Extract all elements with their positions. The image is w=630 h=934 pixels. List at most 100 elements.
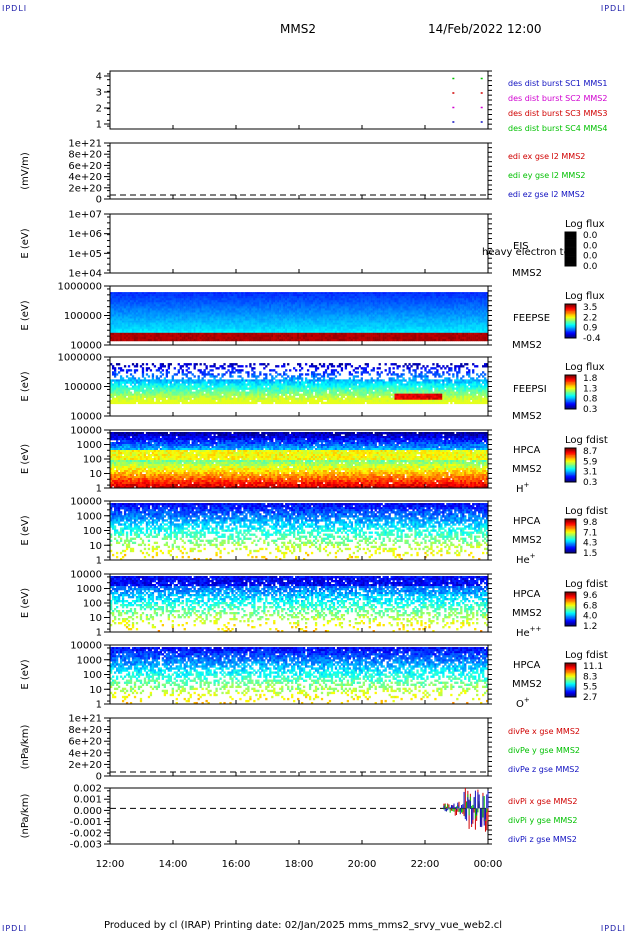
spectrogram-cell bbox=[474, 330, 477, 334]
spectrogram-cell bbox=[167, 330, 170, 334]
spectrogram-cell bbox=[289, 320, 292, 323]
colorbar-band bbox=[565, 312, 576, 315]
spectrogram-cell bbox=[350, 334, 354, 338]
spectrogram-cell bbox=[420, 310, 423, 313]
spectrogram-cell bbox=[219, 328, 222, 332]
spectrogram-cell bbox=[155, 294, 159, 297]
spectrogram-cell bbox=[412, 298, 415, 301]
spectrogram-cell bbox=[436, 324, 439, 327]
spectrogram-cell bbox=[448, 300, 451, 303]
spectrogram-cell bbox=[203, 338, 206, 342]
spectrogram-cell bbox=[259, 320, 262, 323]
spectrogram-cell bbox=[350, 294, 354, 297]
spectrogram-cell bbox=[430, 292, 433, 295]
spectrogram-cell bbox=[169, 328, 172, 332]
spectrogram-cell bbox=[474, 306, 477, 309]
spectrogram-cell bbox=[414, 326, 417, 330]
spectrogram-cell bbox=[199, 324, 202, 327]
spectrogram-cell bbox=[197, 322, 200, 325]
spectrogram-cell bbox=[426, 314, 429, 317]
spectrogram-cell bbox=[249, 336, 252, 340]
spectrogram-cell bbox=[297, 320, 300, 323]
spectrogram-cell bbox=[316, 320, 320, 323]
spectrogram-cell bbox=[119, 387, 123, 390]
spectrogram-cell bbox=[247, 310, 250, 313]
spectrogram-cell bbox=[111, 383, 115, 386]
spectrogram-cell bbox=[446, 328, 449, 332]
spectrogram-cell bbox=[119, 312, 123, 315]
spectrogram-cell bbox=[404, 324, 407, 327]
spectrogram-cell bbox=[159, 334, 163, 338]
spectrogram-cell bbox=[342, 304, 346, 307]
spectrogram-cell bbox=[229, 312, 232, 315]
spectrogram-cell bbox=[141, 302, 145, 305]
spectrogram-cell bbox=[283, 328, 286, 332]
spectrogram-cell bbox=[123, 391, 127, 394]
spectrogram-cell bbox=[320, 316, 324, 319]
spectrogram-cell bbox=[143, 334, 147, 338]
spectrogram-cell bbox=[203, 322, 206, 325]
spectrogram-cell bbox=[474, 328, 477, 332]
spectrogram-cell bbox=[372, 336, 375, 340]
spectrogram-cell bbox=[125, 294, 129, 297]
spectrogram-cell bbox=[316, 318, 320, 321]
spectrogram-cell bbox=[179, 326, 182, 330]
colorbar-band bbox=[565, 246, 576, 248]
spectrogram-cell bbox=[205, 334, 208, 338]
spectrogram-cell bbox=[133, 401, 137, 405]
spectrogram-cell bbox=[440, 316, 443, 319]
spectrogram-cell bbox=[267, 324, 270, 327]
spectrogram-cell bbox=[300, 308, 304, 311]
spectrogram-cell bbox=[464, 336, 467, 340]
spectrogram-cell bbox=[243, 334, 246, 338]
spectrogram-cell bbox=[446, 306, 449, 309]
spectrogram-cell bbox=[340, 298, 344, 301]
spectrogram-cell bbox=[350, 312, 354, 315]
spectrogram-cell bbox=[225, 324, 228, 327]
spectrogram-cell bbox=[356, 328, 359, 332]
spectrogram-cell bbox=[402, 306, 405, 309]
spectrogram-cell bbox=[414, 312, 417, 315]
spectrogram-cell bbox=[281, 328, 284, 332]
spectrogram-cell bbox=[376, 336, 379, 340]
spectrogram-cell bbox=[386, 314, 389, 317]
spectrogram-cell bbox=[167, 332, 170, 336]
spectrogram-cell bbox=[253, 304, 256, 307]
spectrogram-cell bbox=[135, 324, 139, 327]
spectrogram-cell bbox=[245, 296, 248, 299]
spectrogram-cell bbox=[304, 298, 308, 301]
spectrogram-cell bbox=[229, 338, 232, 342]
spectrogram-cell bbox=[233, 338, 236, 342]
spectrogram-cell bbox=[364, 330, 367, 334]
spectrogram-cell bbox=[300, 338, 304, 342]
spectrogram-cell bbox=[342, 298, 346, 301]
spectrogram-cell bbox=[378, 306, 381, 309]
spectrogram-cell bbox=[207, 312, 210, 315]
spectrogram-cell bbox=[304, 314, 308, 317]
spectrogram-cell bbox=[468, 310, 471, 313]
spectrogram-cell bbox=[320, 338, 324, 342]
spectrogram-cell bbox=[243, 294, 246, 297]
spectrogram-cell bbox=[139, 316, 143, 319]
spectrogram-cell bbox=[179, 302, 182, 305]
spectrogram-cell bbox=[243, 338, 246, 342]
spectrogram-cell bbox=[450, 318, 453, 321]
spectrogram-cell bbox=[149, 330, 153, 334]
spectrogram-cell bbox=[484, 310, 487, 313]
spectrogram-cell bbox=[227, 302, 230, 305]
spectrogram-cell bbox=[117, 389, 121, 392]
spectrogram-cell bbox=[263, 292, 266, 295]
spectrogram-cell bbox=[390, 308, 393, 311]
spectrogram-cell bbox=[259, 324, 262, 327]
spectrogram-cell bbox=[149, 316, 153, 319]
spectrogram-cell bbox=[221, 320, 224, 323]
spectrogram-cell bbox=[125, 393, 129, 396]
spectrogram-cell bbox=[330, 338, 334, 342]
spectrogram-cell bbox=[173, 306, 176, 309]
spectrogram-cell bbox=[135, 326, 139, 330]
spectrogram-cell bbox=[179, 336, 182, 340]
spectrogram-cell bbox=[376, 304, 379, 307]
spectrogram-cell bbox=[362, 300, 365, 303]
spectrogram-cell bbox=[408, 296, 411, 299]
spectrogram-cell bbox=[368, 304, 371, 307]
